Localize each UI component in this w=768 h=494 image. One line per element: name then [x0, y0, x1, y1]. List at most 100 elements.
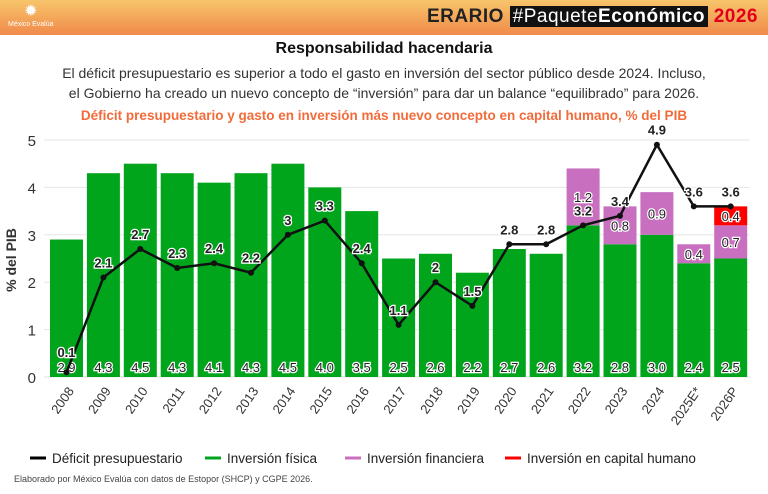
subtitle-line-1: El déficit presupuestario es superior a …	[62, 65, 706, 81]
bar-value-label: 1.2	[574, 190, 592, 205]
bar-physical	[160, 173, 194, 377]
bar-physical	[714, 258, 748, 377]
bar-value-label: 4.1	[205, 360, 223, 375]
deficit-point	[690, 203, 697, 210]
x-tick-label: 2013	[233, 384, 262, 416]
x-tick-label: 2020	[491, 384, 520, 416]
bar-value-label: 2.2	[463, 360, 481, 375]
legend-label: Inversión en capital humano	[527, 451, 696, 466]
bar-physical	[382, 258, 416, 377]
deficit-point	[543, 241, 550, 248]
bar-physical	[271, 163, 305, 377]
bar-physical	[677, 263, 711, 377]
x-tick-label: 2024	[638, 384, 667, 416]
hashtag-bold: Económico	[598, 6, 705, 27]
deficit-point	[506, 241, 513, 248]
y-tick-label: 2	[28, 275, 36, 292]
deficit-point	[100, 274, 107, 281]
footer-note: Elaborado por México Evalúa con datos de…	[14, 474, 313, 484]
deficit-label: 0.1	[57, 345, 75, 360]
deficit-label: 4.9	[648, 123, 666, 138]
logo: ✹ México Evalúa	[8, 3, 54, 28]
bar-financial	[677, 244, 711, 264]
deficit-label: 3.6	[685, 184, 703, 199]
x-tick-label: 2017	[380, 384, 409, 416]
header-bar: ✹ México Evalúa ERARIO #PaqueteEconómico …	[0, 0, 768, 35]
bar-value-label: 4.5	[131, 360, 149, 375]
x-tick-label: 2012	[196, 384, 225, 416]
bar-value-label: 4.3	[242, 360, 260, 375]
bar-physical	[603, 244, 637, 377]
deficit-point	[321, 217, 328, 224]
brand-year: 2026	[713, 6, 758, 27]
x-tick-label: 2015	[306, 384, 335, 416]
bar-financial	[603, 206, 637, 245]
deficit-label: 2.3	[168, 246, 186, 261]
deficit-label: 2.8	[500, 222, 518, 237]
bar-value-label: 3.5	[353, 360, 371, 375]
x-tick-label: 2023	[602, 384, 631, 416]
x-tick-label: 2026P	[707, 384, 741, 423]
deficit-label: 2.4	[353, 241, 372, 256]
bar-human-capital	[714, 206, 748, 226]
deficit-point	[174, 264, 181, 271]
deficit-label: 2.8	[537, 222, 555, 237]
hashtag-prefix: #Paquete	[512, 6, 599, 27]
deficit-label: 2.2	[242, 251, 260, 266]
deficit-point	[358, 260, 365, 267]
x-tick-label: 2014	[269, 384, 298, 416]
bar-financial	[566, 168, 600, 226]
deficit-label: 3.3	[316, 199, 334, 214]
bar-physical	[566, 225, 600, 377]
bar-value-label: 2.4	[685, 360, 703, 375]
x-tick-label: 2008	[48, 384, 77, 416]
deficit-point	[617, 212, 623, 219]
bar-value-label: 4.3	[168, 360, 186, 375]
bar-value-label: 2.6	[426, 360, 444, 375]
x-tick-label: 2009	[85, 384, 114, 416]
deficit-label: 3.4	[611, 194, 630, 209]
bar-physical	[640, 234, 674, 377]
brand: ERARIO #PaqueteEconómico 2026	[427, 6, 758, 28]
brand-name: ERARIO	[426, 6, 504, 27]
page-title: Responsabilidad hacendaria	[275, 40, 493, 57]
bar-physical	[123, 163, 157, 377]
deficit-label: 3.2	[574, 203, 592, 218]
x-tick-label: 2010	[122, 384, 151, 416]
bar-value-label: 3.0	[648, 360, 666, 375]
legend-label: Inversión física	[227, 451, 318, 466]
bar-value-label: 2.5	[722, 360, 740, 375]
hashtag: #PaqueteEconómico	[509, 6, 708, 27]
subtitle-line-2: el Gobierno ha creado un nuevo concepto …	[68, 85, 700, 101]
bar-value-label: 3.2	[574, 360, 592, 375]
bar-physical	[529, 253, 563, 377]
deficit-point	[727, 203, 734, 210]
logo-text: México Evalúa	[8, 21, 54, 28]
y-tick-label: 1	[28, 323, 36, 340]
x-tick-label: 2011	[159, 384, 187, 416]
deficit-label: 1.1	[390, 303, 408, 318]
subtitle: El déficit presupuestario es superior a …	[0, 63, 768, 103]
bar-value-label: 4.0	[316, 360, 334, 375]
deficit-label: 2.4	[205, 241, 224, 256]
bar-physical	[492, 249, 526, 377]
bar-physical	[455, 272, 489, 377]
chart-title: Déficit presupuestario y gasto en invers…	[80, 108, 688, 123]
bar-value-label: 0.8	[611, 218, 629, 233]
y-tick-label: 0	[28, 370, 36, 387]
bar-physical	[308, 187, 342, 377]
bar-value-label: 0.9	[648, 206, 666, 221]
y-axis-label: % del PIB	[3, 228, 19, 292]
y-tick-label: 4	[28, 180, 36, 197]
bar-physical	[345, 211, 379, 377]
deficit-label: 3	[284, 213, 291, 228]
bar-financial	[714, 225, 748, 259]
x-tick-label: 2016	[343, 384, 372, 416]
deficit-point	[248, 269, 254, 276]
deficit-point	[653, 141, 660, 148]
deficit-point	[580, 222, 587, 229]
bar-value-label: 0.4	[722, 209, 740, 224]
bar-value-label: 0.7	[722, 235, 740, 250]
bar-value-label: 2.6	[537, 360, 555, 375]
deficit-label: 2.1	[94, 255, 112, 270]
